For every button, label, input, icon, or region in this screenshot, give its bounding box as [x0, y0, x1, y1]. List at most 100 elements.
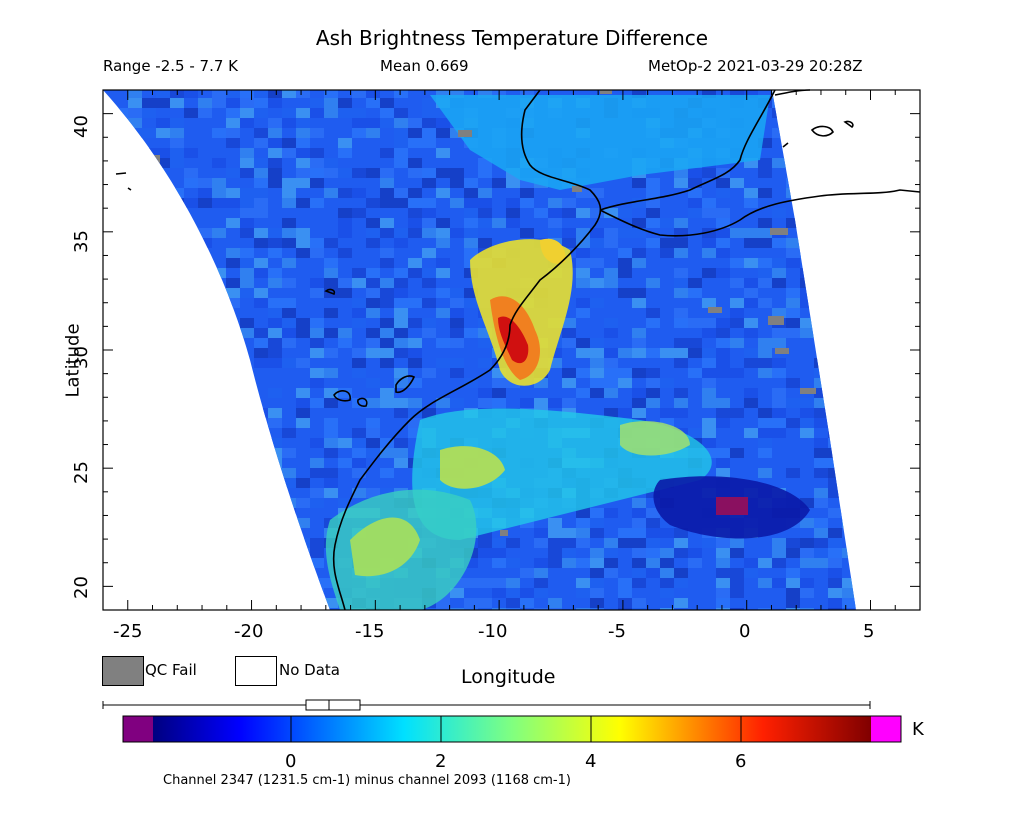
field-pixel [142, 378, 156, 388]
field-pixel [772, 368, 786, 378]
field-pixel [744, 198, 758, 208]
field-pixel [310, 578, 324, 588]
field-pixel [772, 308, 786, 318]
field-pixel [422, 218, 436, 228]
field-pixel [324, 368, 338, 378]
field-pixel [352, 488, 366, 498]
field-pixel [240, 378, 254, 388]
field-pixel [103, 488, 114, 498]
field-pixel [702, 378, 716, 388]
field-pixel [730, 368, 744, 378]
field-pixel [394, 108, 408, 118]
field-pixel [254, 548, 268, 558]
field-pixel [772, 258, 786, 268]
field-pixel [478, 608, 492, 610]
field-pixel [170, 198, 184, 208]
field-pixel [198, 198, 212, 208]
field-pixel [772, 108, 786, 118]
azores-islet-2 [127, 187, 132, 191]
field-pixel [478, 328, 492, 338]
field-pixel [646, 238, 660, 248]
spain-coastline [599, 89, 776, 211]
field-pixel [184, 528, 198, 538]
field-pixel [198, 268, 212, 278]
field-pixel [170, 508, 184, 518]
field-pixel [688, 208, 702, 218]
field-pixel [408, 168, 422, 178]
field-pixel [310, 558, 324, 568]
field-pixel [324, 158, 338, 168]
field-pixel [128, 528, 142, 538]
field-pixel [128, 378, 142, 388]
field-pixel [282, 338, 296, 348]
field-pixel [282, 178, 296, 188]
field-pixel [562, 558, 576, 568]
field-pixel [478, 158, 492, 168]
field-pixel [618, 528, 632, 538]
field-pixel [674, 398, 688, 408]
field-pixel [716, 538, 730, 548]
field-pixel [856, 388, 870, 398]
field-pixel [646, 368, 660, 378]
field-pixel [786, 398, 800, 408]
field-pixel [324, 468, 338, 478]
field-pixel [114, 128, 128, 138]
field-pixel [142, 238, 156, 248]
field-pixel [324, 388, 338, 398]
field-pixel [103, 338, 114, 348]
field-pixel [282, 508, 296, 518]
field-pixel [674, 168, 688, 178]
field-pixel [646, 378, 660, 388]
field-pixel [800, 408, 814, 418]
field-pixel [184, 368, 198, 378]
field-pixel [758, 558, 772, 568]
field-pixel [254, 178, 268, 188]
colorbar-over [871, 716, 901, 742]
field-pixel [674, 578, 688, 588]
field-pixel [716, 418, 730, 428]
field-pixel [758, 158, 772, 168]
colorbar-unit: K [912, 719, 924, 740]
field-pixel [114, 318, 128, 328]
field-pixel [296, 538, 310, 548]
field-pixel [506, 178, 520, 188]
field-pixel [268, 528, 282, 538]
field-pixel [142, 498, 156, 508]
field-pixel [380, 148, 394, 158]
field-pixel [184, 328, 198, 338]
field-pixel [114, 438, 128, 448]
field-pixel [156, 508, 170, 518]
field-pixel [366, 338, 380, 348]
field-pixel [548, 348, 562, 358]
field-pixel [198, 578, 212, 588]
range-slider-handle[interactable] [305, 699, 361, 711]
field-pixel [450, 178, 464, 188]
field-pixel [170, 98, 184, 108]
field-pixel [436, 148, 450, 158]
field-pixel [394, 288, 408, 298]
field-pixel [744, 428, 758, 438]
field-pixel [380, 228, 394, 238]
field-pixel [758, 468, 772, 478]
field-pixel [478, 198, 492, 208]
field-pixel [366, 438, 380, 448]
field-pixel [184, 168, 198, 178]
field-pixel [103, 398, 114, 408]
field-pixel [702, 368, 716, 378]
field-pixel [814, 498, 828, 508]
field-pixel [128, 478, 142, 488]
field-pixel [604, 238, 618, 248]
field-pixel [240, 418, 254, 428]
field-pixel [296, 168, 310, 178]
field-pixel [114, 348, 128, 358]
field-pixel [800, 98, 814, 108]
field-pixel [842, 428, 856, 438]
field-pixel [310, 238, 324, 248]
no-data-swatch [235, 656, 277, 686]
field-pixel [170, 458, 184, 468]
field-pixel [758, 338, 772, 348]
field-pixel [814, 518, 828, 528]
field-pixel [856, 568, 870, 578]
field-pixel [744, 258, 758, 268]
field-pixel [716, 238, 730, 248]
